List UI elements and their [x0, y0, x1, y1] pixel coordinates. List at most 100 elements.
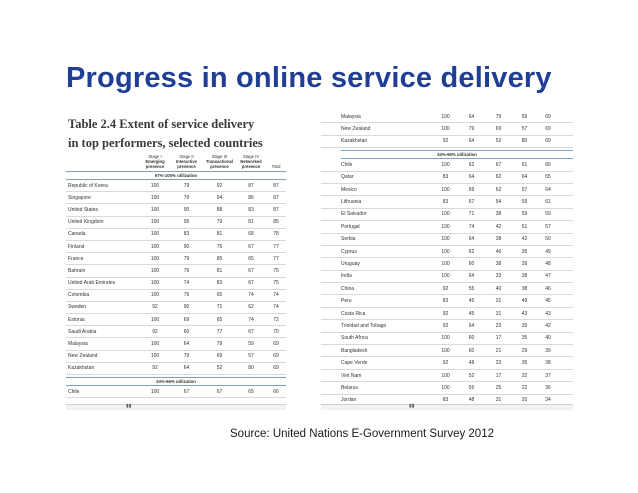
table-row: Singapore 100 79 94 86 87 — [66, 192, 286, 205]
value-cell: 100 — [150, 243, 160, 250]
value-cell: 100 — [441, 260, 450, 267]
value-cell: 83 — [442, 199, 449, 206]
value-cell: 100 — [441, 248, 450, 255]
value-cell: 92 — [152, 328, 158, 335]
value-cell: 100 — [441, 126, 450, 133]
value-cell: 74 — [273, 304, 279, 311]
value-cell: 100 — [441, 113, 450, 120]
value-cell: 83 — [442, 298, 449, 305]
value-cell: 79 — [183, 194, 190, 201]
table-row: Finland 100 90 75 67 77 — [66, 241, 286, 254]
right-table-image: Malaysia 100 64 79 59 69 New Zealand 100 79 69 57 6… — [321, 111, 573, 411]
value-cell: 60 — [468, 335, 475, 342]
value-cell: 69 — [273, 365, 279, 372]
value-cell: 59 — [521, 199, 528, 206]
value-cell: 48 — [468, 397, 475, 404]
table-body-high: Republic of Korea 100 79 92 87 87 Singapore 100… — [66, 180, 286, 375]
value-cell: 21 — [495, 347, 502, 354]
value-cell: 92 — [442, 285, 449, 292]
value-cell: 65 — [248, 255, 254, 262]
table-row: Malaysia 100 64 79 59 69 — [321, 111, 573, 124]
value-cell: 90 — [183, 304, 190, 311]
value-cell: 100 — [441, 335, 450, 342]
value-cell: 100 — [441, 186, 450, 193]
value-cell: 78 — [273, 231, 279, 238]
value-cell: 35 — [521, 248, 528, 255]
value-cell: 67 — [183, 388, 190, 395]
value-cell: 20 — [521, 397, 528, 404]
value-cell: 29 — [521, 347, 528, 354]
value-cell: 52 — [216, 365, 223, 372]
value-cell: 100 — [441, 211, 450, 218]
table-row: Bahrain 100 76 81 67 75 — [66, 265, 286, 278]
value-cell: 47 — [545, 273, 551, 280]
country-cell: United Kingdom — [68, 219, 104, 226]
value-cell: 69 — [273, 353, 279, 360]
value-cell: 81 — [248, 219, 254, 226]
value-cell: 74 — [468, 223, 475, 230]
table-row: Serbia 100 64 38 42 50 — [321, 234, 573, 246]
value-cell: 100 — [150, 341, 160, 348]
value-cell: 62 — [248, 304, 254, 311]
table-title-line1: Table 2.4 Extent of service delivery — [68, 117, 255, 131]
value-cell: 64 — [468, 174, 475, 181]
value-cell: 90 — [183, 206, 190, 213]
table-row: Peru 83 45 31 49 45 — [321, 295, 573, 308]
value-cell: 57 — [545, 223, 551, 230]
utilization-band-mid-right: 34%-66% utilization — [341, 150, 573, 160]
value-cell: 81 — [216, 231, 223, 238]
value-cell: 37 — [545, 372, 551, 379]
country-cell: Malaysia — [341, 113, 361, 120]
country-cell: El Salvador — [341, 211, 367, 218]
value-cell: 49 — [521, 298, 528, 305]
country-cell: New Zealand — [68, 353, 98, 360]
table-row: United States 100 90 88 83 87 — [66, 204, 286, 217]
horizontal-scrollbar[interactable]: ▮▮ — [66, 403, 286, 410]
value-cell: 92 — [442, 310, 449, 317]
horizontal-scrollbar-right[interactable]: ▮▮ — [321, 403, 573, 410]
country-cell: Qatar — [341, 174, 354, 181]
value-cell: 83 — [248, 206, 254, 213]
value-cell: 100 — [150, 292, 160, 299]
table-row: El Salvador 100 71 38 59 59 — [321, 209, 573, 222]
country-cell: China — [341, 285, 355, 292]
value-cell: 100 — [441, 236, 450, 243]
value-cell: 48 — [545, 260, 551, 267]
value-cell: 22 — [521, 384, 528, 391]
table-row: New Zealand 100 79 69 57 69 — [321, 123, 573, 136]
value-cell: 64 — [468, 273, 475, 280]
value-cell: 35 — [521, 335, 528, 342]
value-cell: 64 — [183, 341, 190, 348]
country-cell: Singapore — [68, 194, 91, 201]
country-cell: South Africa — [341, 335, 368, 342]
value-cell: 92 — [152, 365, 158, 372]
value-cell: 25 — [495, 384, 502, 391]
value-cell: 42 — [521, 236, 528, 243]
table-row: Malaysia 100 64 79 59 69 — [66, 338, 286, 351]
value-cell: 46 — [545, 285, 551, 292]
value-cell: 64 — [468, 236, 475, 243]
value-cell: 74 — [248, 316, 254, 323]
slide-title: Progress in online service delivery — [66, 62, 552, 94]
value-cell: 92 — [152, 304, 158, 311]
value-cell: 45 — [468, 310, 475, 317]
table-row: Mexico 100 69 62 57 64 — [321, 184, 573, 197]
value-cell: 31 — [495, 397, 502, 404]
value-cell: 66 — [273, 388, 279, 395]
column-header: Stage II Interactive presence — [176, 154, 197, 169]
table-row: Cape Verde 92 48 23 35 38 — [321, 357, 573, 370]
value-cell: 38 — [545, 360, 551, 367]
value-cell: 57 — [521, 186, 528, 193]
country-cell: United Arab Emirates — [68, 280, 116, 287]
value-cell: 77 — [273, 255, 279, 262]
value-cell: 83 — [442, 174, 449, 181]
value-cell: 69 — [545, 126, 551, 133]
value-cell: 79 — [216, 341, 223, 348]
value-cell: 65 — [248, 388, 254, 395]
value-cell: 67 — [248, 328, 254, 335]
source-caption: Source: United Nations E-Government Surv… — [230, 428, 494, 440]
value-cell: 100 — [150, 231, 160, 238]
value-cell: 100 — [441, 372, 450, 379]
value-cell: 71 — [216, 304, 223, 311]
table-row: Costa Rica 92 45 31 43 43 — [321, 308, 573, 321]
